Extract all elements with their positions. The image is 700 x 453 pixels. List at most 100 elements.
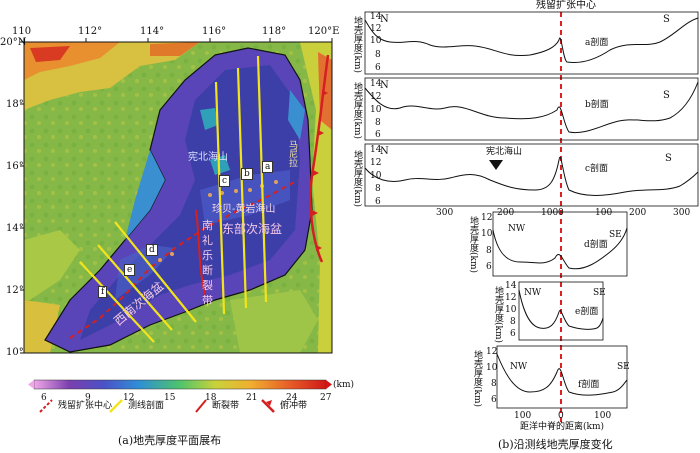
cbar-unit: (km)	[333, 380, 355, 390]
f-name: f剖面	[578, 380, 600, 390]
c-ytick-8: 8	[375, 184, 381, 194]
a-name: a剖面	[585, 38, 609, 48]
map-tag-c: c	[219, 175, 231, 187]
profile-panel	[364, 11, 699, 425]
seamount-chain	[158, 180, 278, 262]
caption-b: (b)沿测线地壳厚度变化	[498, 438, 613, 451]
e-se: SE	[593, 288, 606, 298]
profile-c	[364, 143, 699, 207]
lon-tick-120: 120°E	[308, 26, 340, 37]
d-ylabel: 地壳厚度(km)	[468, 216, 478, 274]
c-ytick-6: 6	[375, 197, 381, 207]
map-tag-b: b	[241, 168, 253, 180]
lat-tick-18: 18°	[6, 99, 24, 110]
profile-line-a	[256, 55, 268, 303]
e-ylabel: 地壳厚度(km)	[493, 286, 503, 344]
b-north: N	[380, 80, 389, 91]
d-name: d剖面	[584, 240, 608, 250]
profile-b	[364, 77, 699, 141]
c-ytick-12: 12	[370, 158, 382, 168]
crustal-thickness-map	[20, 38, 333, 413]
legend-subduction-zone: 俯冲带	[280, 401, 308, 411]
f-ytick-8: 8	[491, 379, 497, 389]
map-tag-f: f	[98, 286, 108, 298]
cbar-tick-27: 27	[320, 393, 332, 403]
b-ytick-10: 10	[370, 105, 382, 115]
cbar-tick-6: 6	[41, 393, 47, 403]
c-ytick-10: 10	[370, 171, 382, 181]
spreading-center-title: 残留扩张中心	[536, 0, 596, 11]
c-xtick-0: 0	[558, 208, 564, 218]
d-ytick-8: 8	[486, 246, 492, 256]
lat-tick-10: 10°	[6, 347, 24, 358]
e-nw: NW	[524, 288, 542, 298]
e-ytick-10: 10	[505, 305, 517, 315]
cbar-tick-18: 18	[205, 393, 217, 403]
caption-a: (a)地壳厚度平面展布	[118, 434, 222, 447]
c-ylabel: 地壳厚度(km)	[352, 150, 362, 208]
lon-tick-118: 118°	[262, 26, 287, 37]
cbar-tick-21: 21	[246, 393, 258, 403]
c-xtick-100l: 100	[541, 208, 559, 218]
profile-line-f	[79, 261, 155, 343]
e-ytick-14: 14	[505, 281, 517, 291]
e-ytick-6: 6	[510, 329, 516, 339]
lon-tick-110: 110	[12, 26, 32, 37]
label-huangyan: 珍贝-黄岩海山	[212, 204, 276, 215]
f-ylabel: 地壳厚度(km)	[472, 350, 482, 408]
b-ytick-12: 12	[370, 92, 382, 102]
profile-lines	[79, 55, 268, 343]
c-xtick-100r: 100	[595, 208, 613, 218]
d-ytick-6: 6	[486, 262, 492, 272]
c-xtick-300l: 300	[436, 208, 454, 218]
label-seamount: 宪北海山	[188, 152, 228, 163]
lat-tick-14: 14°	[6, 223, 24, 234]
c-ytick-14: 14	[370, 145, 382, 155]
profile-line-e	[97, 244, 173, 331]
b-ytick-14: 14	[370, 79, 382, 89]
c-xtick-300r: 300	[673, 208, 691, 218]
label-manila: 马尼拉	[287, 140, 297, 167]
b-south: S	[663, 90, 670, 101]
d-ytick-10: 10	[481, 229, 493, 239]
f-ytick-6: 6	[491, 395, 497, 405]
a-north: N	[380, 14, 389, 25]
b-ylabel: 地壳厚度(km)	[352, 82, 362, 140]
cbar-tick-15: 15	[164, 393, 176, 403]
e-ytick-12: 12	[505, 293, 517, 303]
b-ytick-6: 6	[375, 130, 381, 140]
d-se: SE	[609, 230, 622, 240]
lat-tick-20: 20°N	[0, 37, 27, 48]
cbar-tick-24: 24	[286, 393, 298, 403]
profile-line-d	[114, 221, 197, 323]
profile-a	[364, 11, 699, 75]
f-se: SE	[617, 362, 630, 372]
c-xtick-200l: 200	[497, 208, 515, 218]
f-ytick-10: 10	[486, 363, 498, 373]
cbar-tick-9: 9	[85, 393, 91, 403]
c-name: c剖面	[585, 164, 609, 174]
a-ytick-8: 8	[375, 50, 381, 60]
a-south: S	[663, 14, 670, 25]
spreading-center-line	[69, 179, 299, 339]
fault-zone-line	[195, 209, 206, 296]
lat-tick-12: 12°	[6, 285, 24, 296]
map-tag-d: d	[146, 244, 158, 256]
map-tag-a: a	[262, 161, 274, 173]
a-ylabel: 地壳厚度(km)	[352, 16, 362, 74]
c-seamount-label: 宪北海山	[486, 147, 523, 157]
profile-line-c	[214, 81, 226, 315]
cbar-tick-12: 12	[123, 393, 135, 403]
a-ytick-12: 12	[370, 24, 382, 34]
a-ytick-10: 10	[370, 36, 382, 46]
b-name: b剖面	[585, 100, 609, 110]
d-ytick-12: 12	[481, 213, 493, 223]
map-tag-e: e	[124, 264, 136, 276]
label-nanliyue: 南礼乐断裂带	[202, 219, 213, 307]
profiles-xlabel: 距洋中脊的距离(km)	[520, 422, 605, 432]
e-ytick-8: 8	[510, 317, 516, 327]
lon-tick-116: 116°	[202, 26, 227, 37]
b-ytick-8: 8	[375, 118, 381, 128]
legend-fault-zone: 断裂带	[212, 401, 240, 411]
